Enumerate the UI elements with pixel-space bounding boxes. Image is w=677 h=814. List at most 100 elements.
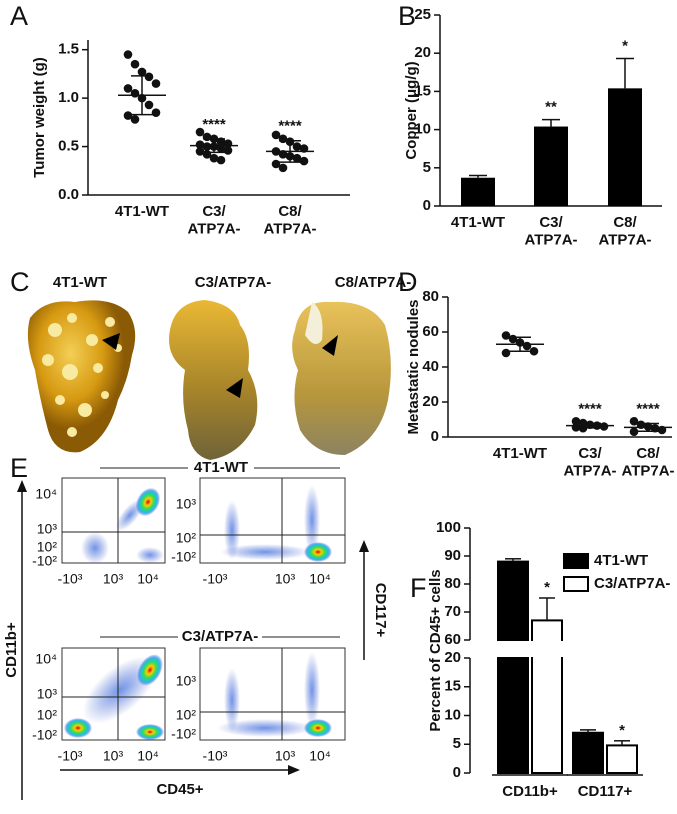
flow-tick-label: 10⁴	[35, 651, 57, 667]
y-tick-label: 5	[423, 159, 431, 176]
y-tick-label: 20	[444, 649, 461, 666]
x-tick-label: C3/ATP7A-	[563, 445, 616, 479]
data-point	[650, 423, 660, 433]
y-tick-label: 15	[444, 678, 461, 695]
data-point	[144, 72, 154, 82]
data-point	[292, 142, 302, 151]
x-tick-label: C8/ATP7A-	[621, 445, 674, 479]
data-point	[629, 427, 639, 437]
flow-tick-label: 10³	[103, 571, 124, 587]
panel-letter: B	[398, 1, 416, 31]
data-point	[137, 67, 147, 77]
data-point	[571, 416, 581, 426]
bar	[461, 177, 495, 206]
y-tick-label: 0	[431, 428, 439, 445]
x-tick-label: CD11b+	[502, 783, 558, 800]
data-point	[522, 341, 532, 351]
flow-tick-label: -10²	[32, 727, 57, 743]
data-point	[629, 416, 639, 426]
y-axis-label: Copper (μg/g)	[403, 61, 420, 159]
data-point	[529, 346, 539, 356]
y-tick-label: 5	[453, 735, 461, 752]
data-point	[292, 153, 302, 163]
legend-swatch	[563, 576, 589, 592]
bar	[608, 88, 642, 206]
panel-letter: E	[10, 453, 28, 483]
y-axis-label: Metastatic nodules	[405, 299, 422, 434]
data-point	[278, 163, 288, 173]
data-point	[271, 130, 281, 140]
flow-tick-label: 10³	[275, 571, 296, 587]
flow-group-label: C3/ATP7A-	[182, 628, 258, 645]
flow-tick-label: -10²	[171, 549, 196, 565]
y-tick-label: 100	[436, 519, 461, 536]
x-tick-label: C8/ATP7A-	[598, 214, 651, 248]
data-point	[209, 153, 219, 163]
y-tick-label: 15	[414, 82, 431, 99]
y-tick-label: 80	[444, 575, 461, 592]
flow-tick-label: 10⁴	[309, 748, 331, 764]
x-tick-label: 4T1-WT	[115, 203, 169, 220]
flow-axis-label: CD45+	[156, 781, 203, 798]
flow-header	[100, 467, 340, 638]
flow-plot	[61, 647, 166, 741]
annotation: ****	[278, 118, 302, 135]
flow-tick-label: 10³	[103, 748, 124, 764]
photo-label: C8/ATP7A-	[335, 274, 411, 291]
flow-tick-label: 10²	[176, 707, 197, 723]
flow-plot	[199, 477, 346, 564]
liver-photo	[169, 300, 258, 460]
y-tick-label: 0.0	[58, 186, 79, 203]
flow-tick-label: 10³	[37, 521, 58, 537]
data-point	[202, 142, 212, 151]
data-point	[216, 137, 226, 147]
flow-plot	[199, 647, 346, 741]
data-point	[144, 100, 154, 110]
photo-label: 4T1-WT	[53, 274, 107, 291]
y-axis-label: Tumor weight (g)	[31, 57, 48, 178]
data-point	[501, 348, 511, 358]
flow-tick-label: 10³	[176, 673, 197, 689]
data-point	[195, 127, 205, 137]
flow-tick-label: 10²	[176, 530, 197, 546]
liver-photo	[27, 300, 136, 453]
annotation: *	[622, 38, 628, 55]
flow-tick-label: 10³	[176, 496, 197, 512]
x-tick-label: 4T1-WT	[493, 445, 547, 462]
y-tick-label: 1.0	[58, 89, 79, 106]
liver-photo	[292, 301, 391, 455]
y-tick-label: 25	[414, 6, 431, 23]
data-point	[223, 146, 233, 155]
data-point	[216, 155, 226, 165]
data-point	[123, 84, 133, 93]
flow-tick-label: -10³	[58, 571, 83, 587]
x-tick-label: C3/ATP7A-	[524, 214, 577, 248]
panel-letter: A	[10, 1, 28, 31]
data-point	[130, 88, 140, 98]
x-tick-label: 4T1-WT	[451, 214, 505, 231]
bar	[534, 126, 568, 206]
photo-label: C3/ATP7A-	[195, 274, 271, 291]
legend-label: 4T1-WT	[594, 552, 648, 569]
data-point	[130, 59, 140, 69]
annotation: **	[545, 99, 557, 116]
panel-letter: F	[410, 573, 427, 603]
x-tick-label: C8/ATP7A-	[263, 203, 316, 237]
y-tick-label: 20	[414, 44, 431, 61]
flow-tick-label: 10³	[275, 748, 296, 764]
legend-swatch	[563, 553, 589, 569]
data-point	[123, 111, 133, 120]
y-tick-label: 0	[423, 197, 431, 214]
x-tick-label: C3/ATP7A-	[187, 203, 240, 237]
y-tick-label: 60	[422, 323, 439, 340]
flow-tick-label: 10²	[37, 707, 58, 723]
y-tick-label: 0	[453, 764, 461, 781]
y-axis-label: Percent of CD45+ cells	[427, 569, 444, 731]
flow-plot	[61, 477, 166, 564]
annotation: *	[619, 722, 625, 739]
y-tick-label: 0.5	[58, 138, 79, 155]
data-point	[599, 422, 609, 431]
annotation: *	[544, 579, 550, 596]
legend-label: C3/ATP7A-	[594, 575, 670, 592]
